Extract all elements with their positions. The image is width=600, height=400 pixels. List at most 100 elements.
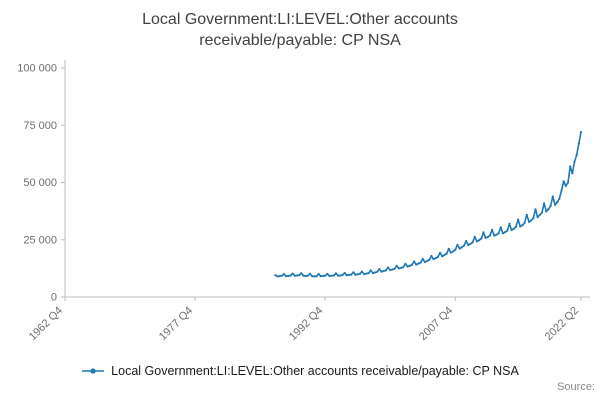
data-point <box>519 225 522 228</box>
data-point <box>564 184 567 187</box>
data-point <box>573 160 576 163</box>
data-point <box>295 274 299 277</box>
data-point <box>415 263 418 266</box>
data-point <box>506 229 509 232</box>
data-point <box>285 275 288 278</box>
data-point <box>380 270 383 273</box>
data-point <box>278 275 281 278</box>
data-point <box>382 270 385 273</box>
data-point <box>495 233 498 236</box>
data-point <box>386 266 390 269</box>
data-point <box>510 229 513 232</box>
data-point <box>469 242 472 245</box>
data-point <box>543 202 546 205</box>
data-point <box>434 257 437 260</box>
data-point <box>517 218 520 221</box>
data-point <box>551 195 554 198</box>
data-point <box>480 237 483 240</box>
data-point <box>350 273 353 276</box>
data-point <box>540 211 544 214</box>
legend-label: Local Government:LI:LEVEL:Other accounts… <box>111 364 519 378</box>
data-point <box>339 274 342 277</box>
data-point <box>579 131 583 134</box>
data-point <box>371 271 374 275</box>
y-tick-label: 100 000 <box>17 63 57 75</box>
data-point <box>397 267 400 270</box>
data-point <box>395 264 398 267</box>
data-point <box>547 208 550 211</box>
data-point <box>508 222 511 225</box>
data-point <box>458 247 461 250</box>
data-point <box>560 189 563 192</box>
data-point <box>376 270 379 273</box>
data-point <box>430 254 433 258</box>
data-point <box>462 244 465 247</box>
data-point <box>319 275 322 278</box>
data-point <box>562 180 565 183</box>
data-point <box>536 216 539 219</box>
data-point <box>300 272 303 275</box>
data-point <box>426 259 429 263</box>
data-point <box>369 269 372 272</box>
data-point <box>443 254 446 257</box>
y-tick-label: 75 000 <box>23 120 57 132</box>
x-tick-label: 2022 Q2 <box>543 305 581 343</box>
x-tick-label: 1992 Q4 <box>287 305 325 343</box>
data-point <box>408 264 411 267</box>
y-tick-label: 50 000 <box>23 177 57 189</box>
data-point <box>486 235 489 239</box>
data-point <box>491 228 494 231</box>
data-point <box>428 258 431 261</box>
data-point <box>321 274 325 277</box>
data-point <box>354 273 357 276</box>
data-point <box>306 274 309 277</box>
data-point <box>527 220 531 223</box>
data-point <box>367 272 370 275</box>
y-tick-label: 0 <box>51 292 57 304</box>
line-marker-icon <box>82 368 105 374</box>
data-point <box>311 275 314 278</box>
data-point <box>291 272 294 275</box>
data-point <box>302 274 305 277</box>
data-point <box>493 234 496 237</box>
data-point <box>317 273 320 276</box>
data-point <box>569 165 572 168</box>
source-label: Source: <box>557 381 595 393</box>
data-line <box>274 131 582 278</box>
data-point <box>274 274 277 277</box>
data-point <box>538 213 541 217</box>
data-point <box>465 240 468 243</box>
data-point <box>391 268 394 271</box>
data-point <box>421 257 424 261</box>
data-point <box>410 263 413 266</box>
data-point <box>276 275 279 278</box>
data-point <box>436 255 439 258</box>
data-point <box>545 210 548 213</box>
data-point <box>454 248 457 251</box>
data-point <box>452 250 455 253</box>
data-point <box>378 268 381 271</box>
legend: Local Government:LI:LEVEL:Other accounts… <box>0 364 600 378</box>
data-point <box>419 261 422 264</box>
data-point <box>478 239 481 242</box>
data-point <box>384 269 387 272</box>
x-tick-label: 1977 Q4 <box>157 305 195 343</box>
data-point <box>337 274 340 277</box>
data-point <box>497 232 500 235</box>
data-point <box>298 274 301 277</box>
data-point <box>332 274 335 277</box>
data-point <box>341 273 344 277</box>
data-point <box>471 241 474 244</box>
data-point <box>363 273 366 276</box>
data-point <box>293 274 296 277</box>
data-point <box>445 252 448 255</box>
data-point <box>280 274 283 277</box>
data-point <box>556 201 559 204</box>
data-point <box>358 272 361 275</box>
data-point <box>530 219 533 222</box>
data-point <box>575 153 578 157</box>
y-tick-label: 25 000 <box>23 234 57 246</box>
data-point <box>439 251 442 254</box>
data-point <box>488 234 491 237</box>
